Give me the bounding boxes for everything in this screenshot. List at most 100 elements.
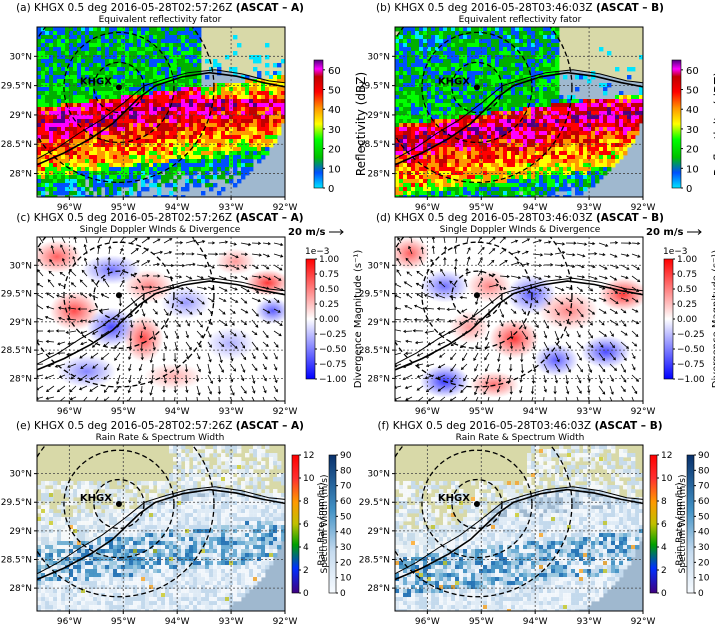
wind-vector	[229, 319, 235, 326]
reflectivity-cell	[479, 83, 484, 88]
wind-vector	[56, 294, 66, 299]
reflectivity-cell	[153, 195, 158, 197]
reflectivity-cell	[161, 175, 166, 180]
reflectivity-cell	[447, 107, 452, 112]
reflectivity-cell	[511, 123, 516, 128]
reflectivity-cell	[129, 59, 134, 64]
wind-vector	[218, 341, 225, 348]
reflectivity-cell	[65, 75, 70, 80]
reflectivity-cell	[185, 155, 190, 160]
reflectivity-cell	[157, 43, 162, 48]
reflectivity-cell	[237, 95, 242, 100]
reflectivity-cell	[233, 163, 238, 168]
reflectivity-cell	[157, 159, 162, 164]
lon-tick-label: 93°W	[577, 203, 602, 213]
reflectivity-cell	[531, 31, 536, 36]
reflectivity-cell	[487, 71, 492, 76]
reflectivity-cell	[141, 51, 146, 56]
reflectivity-cell	[423, 75, 428, 80]
reflectivity-cell	[483, 63, 488, 68]
reflectivity-cell	[619, 107, 624, 112]
reflectivity-cell	[611, 159, 616, 164]
reflectivity-cell	[173, 115, 178, 120]
reflectivity-cell	[197, 59, 202, 64]
reflectivity-cell	[265, 95, 270, 100]
reflectivity-cell	[277, 131, 282, 136]
range-ring	[93, 270, 145, 321]
reflectivity-cell	[419, 95, 424, 100]
reflectivity-cell	[277, 87, 282, 92]
reflectivity-cell	[189, 47, 194, 52]
reflectivity-cell	[229, 67, 234, 72]
reflectivity-cell	[141, 67, 146, 72]
reflectivity-cell	[229, 143, 234, 148]
wind-vector	[45, 339, 55, 344]
reflectivity-cell	[571, 131, 576, 136]
reflectivity-cell	[169, 171, 174, 176]
reflectivity-cell	[181, 51, 186, 56]
reflectivity-cell	[137, 75, 142, 80]
reflectivity-cell	[177, 95, 182, 100]
reflectivity-cell	[519, 123, 524, 128]
convergence-blob	[86, 307, 137, 347]
reflectivity-cell	[611, 111, 616, 116]
lon-tick-label: 93°W	[219, 407, 244, 417]
reflectivity-cell	[125, 43, 130, 48]
reflectivity-cell	[395, 151, 400, 156]
reflectivity-cell	[157, 75, 162, 80]
colorbar	[305, 258, 316, 380]
reflectivity-cell	[467, 119, 472, 124]
reflectivity-cell	[41, 99, 46, 104]
reflectivity-cell	[181, 91, 186, 96]
reflectivity-cell	[281, 75, 285, 80]
reflectivity-cell	[431, 167, 436, 172]
reflectivity-cell	[173, 95, 178, 100]
reflectivity-cell	[225, 127, 230, 132]
reflectivity-cell	[535, 63, 540, 68]
reflectivity-cell	[185, 59, 190, 64]
reflectivity-cell	[603, 115, 608, 120]
reflectivity-cell	[547, 191, 552, 196]
reflectivity-cell	[229, 103, 234, 108]
reflectivity-cell	[483, 55, 488, 60]
reflectivity-cell	[261, 123, 266, 128]
reflectivity-cell	[491, 103, 496, 108]
lat-tick-label: 29°N	[9, 318, 32, 328]
reflectivity-cell	[491, 95, 496, 100]
reflectivity-cell	[169, 159, 174, 164]
reflectivity-cell	[37, 151, 42, 156]
wind-vector	[69, 295, 77, 299]
reflectivity-cell	[507, 111, 512, 116]
reflectivity-cell	[619, 115, 624, 120]
reflectivity-cell	[189, 139, 194, 144]
reflectivity-cell	[105, 103, 110, 108]
reflectivity-cell	[41, 35, 46, 40]
reflectivity-cell	[105, 87, 110, 92]
reflectivity-cell	[535, 171, 540, 176]
reflectivity-cell	[217, 83, 222, 88]
reflectivity-cell	[439, 135, 444, 140]
reflectivity-cell	[93, 115, 98, 120]
reflectivity-cell	[253, 119, 258, 124]
wind-vector	[185, 297, 195, 303]
reflectivity-cell	[527, 183, 532, 188]
reflectivity-cell	[37, 99, 42, 104]
convergence-blob	[56, 355, 117, 388]
reflectivity-cell	[451, 127, 456, 132]
wind-vector	[185, 239, 197, 244]
reflectivity-cell	[471, 163, 476, 168]
reflectivity-cell	[45, 103, 50, 108]
reflectivity-cell	[407, 51, 412, 56]
reflectivity-cell	[113, 155, 118, 160]
reflectivity-cell	[265, 91, 270, 96]
reflectivity-cell	[205, 171, 210, 176]
reflectivity-cell	[495, 59, 500, 64]
reflectivity-cell	[595, 115, 600, 120]
reflectivity-cell	[93, 135, 98, 140]
reflectivity-cell	[213, 87, 218, 92]
reflectivity-cell	[483, 47, 488, 52]
lon-tick-label: 96°W	[57, 407, 82, 417]
reflectivity-cell	[149, 151, 154, 156]
reflectivity-cell	[455, 143, 460, 148]
reflectivity-cell	[435, 67, 440, 72]
